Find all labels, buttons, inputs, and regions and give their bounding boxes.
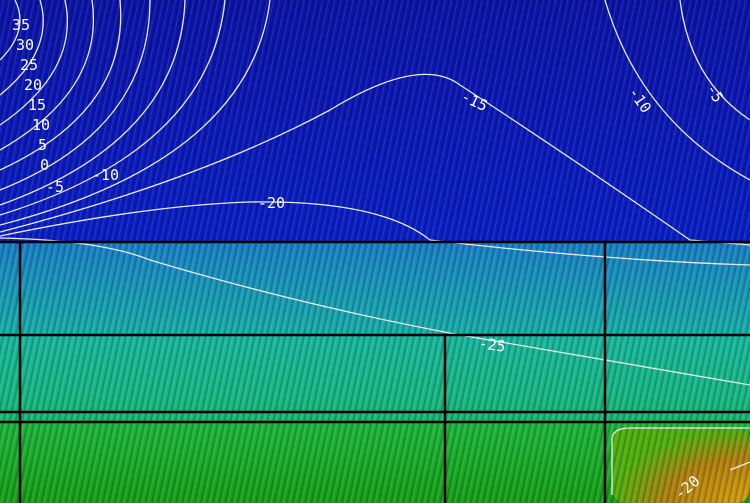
contour-label: -10 bbox=[92, 166, 119, 184]
grid-lines bbox=[0, 240, 750, 503]
contour-label: 25 bbox=[20, 56, 38, 74]
contour-label: 10 bbox=[32, 116, 50, 134]
contour-label: 5 bbox=[38, 136, 47, 154]
contour-label: 20 bbox=[24, 76, 42, 94]
contour-label: 30 bbox=[16, 36, 34, 54]
contour-label: 0 bbox=[40, 156, 49, 174]
contour-label: 35 bbox=[12, 16, 30, 34]
contour-label: 15 bbox=[28, 96, 46, 114]
contour-label: -20 bbox=[258, 194, 285, 212]
contour-label: -5 bbox=[46, 178, 64, 196]
contour-label: -25 bbox=[477, 334, 506, 356]
